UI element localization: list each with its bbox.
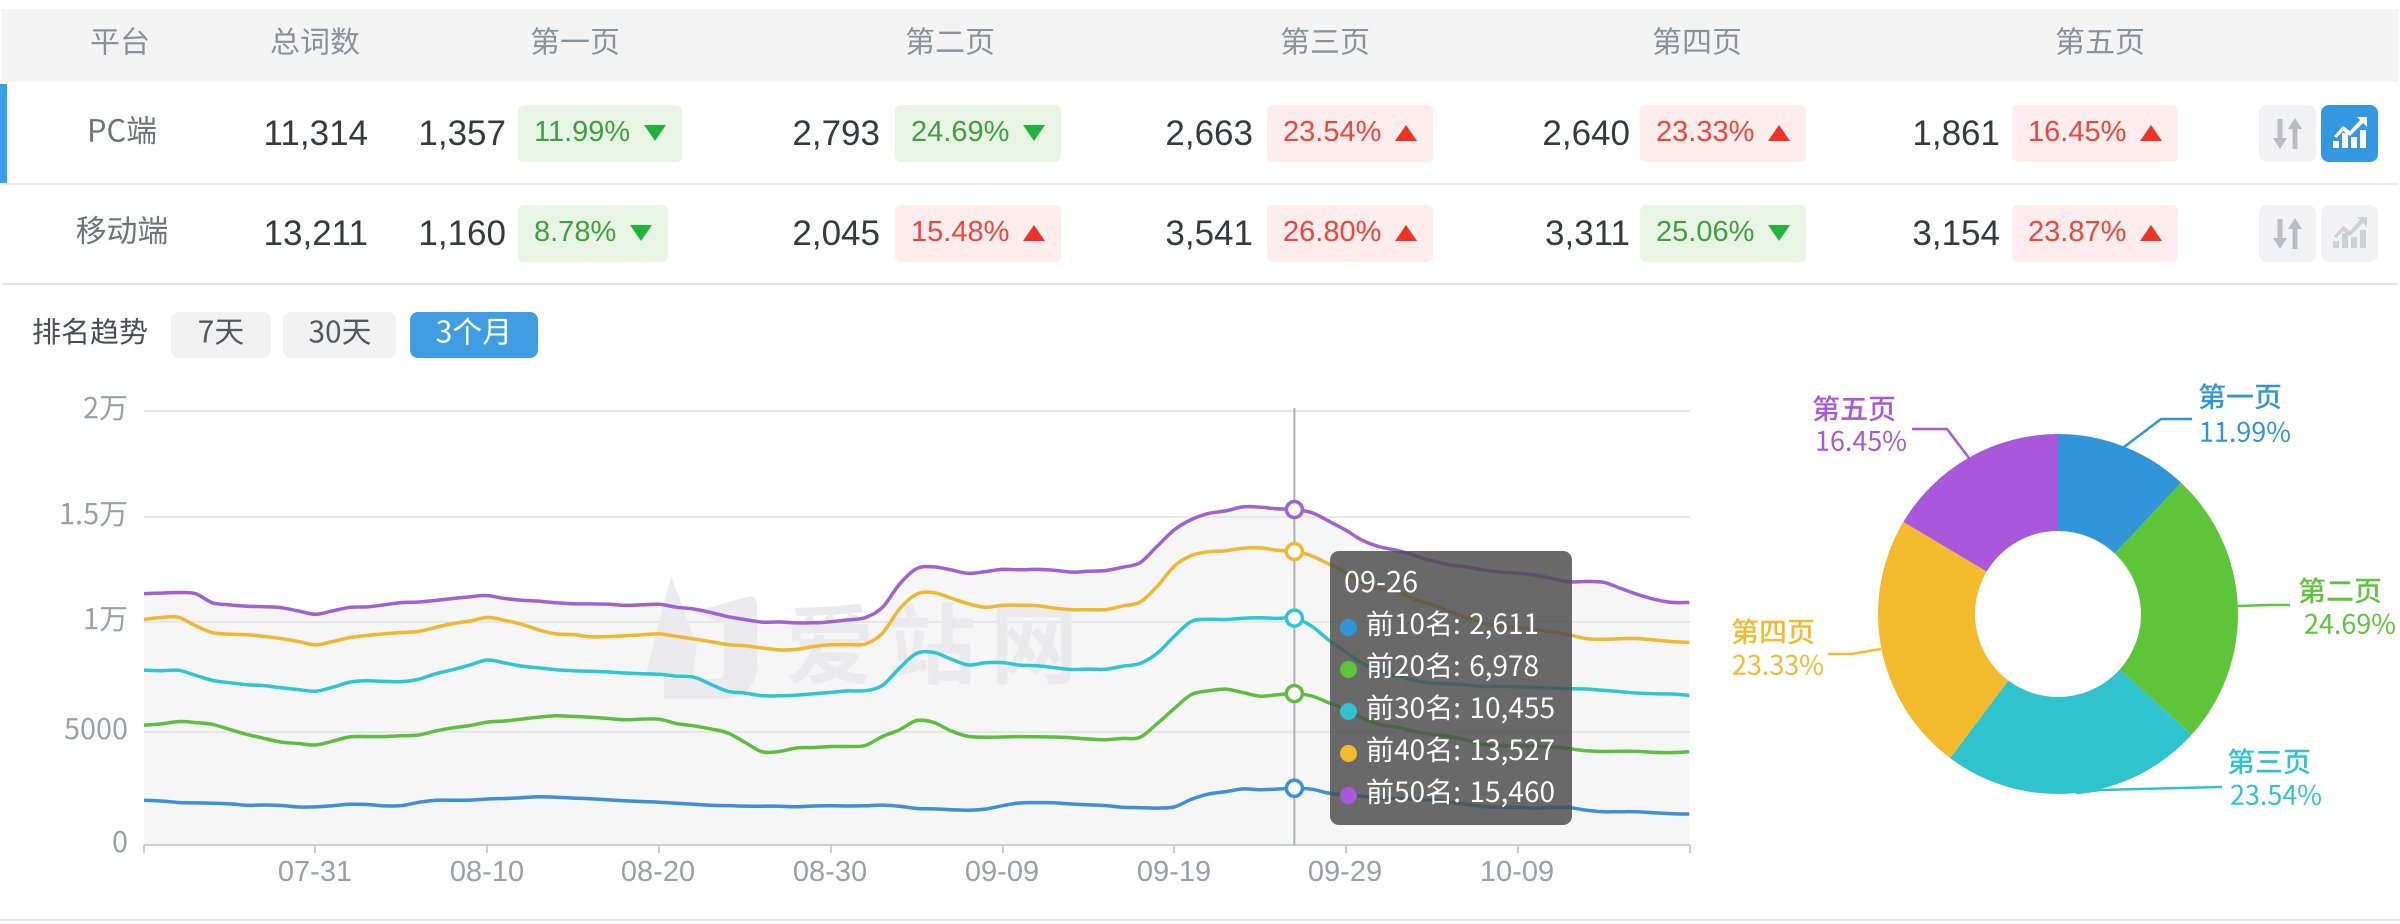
svg-text:08-20: 08-20 bbox=[621, 856, 695, 888]
svg-text:10-09: 10-09 bbox=[1480, 856, 1554, 888]
svg-text:09-29: 09-29 bbox=[1308, 856, 1382, 888]
svg-text:07-31: 07-31 bbox=[278, 856, 352, 888]
svg-text:08-10: 08-10 bbox=[450, 856, 524, 888]
svg-text:09-19: 09-19 bbox=[1137, 856, 1211, 888]
svg-text:09-09: 09-09 bbox=[965, 856, 1039, 888]
svg-text:08-30: 08-30 bbox=[793, 856, 867, 888]
